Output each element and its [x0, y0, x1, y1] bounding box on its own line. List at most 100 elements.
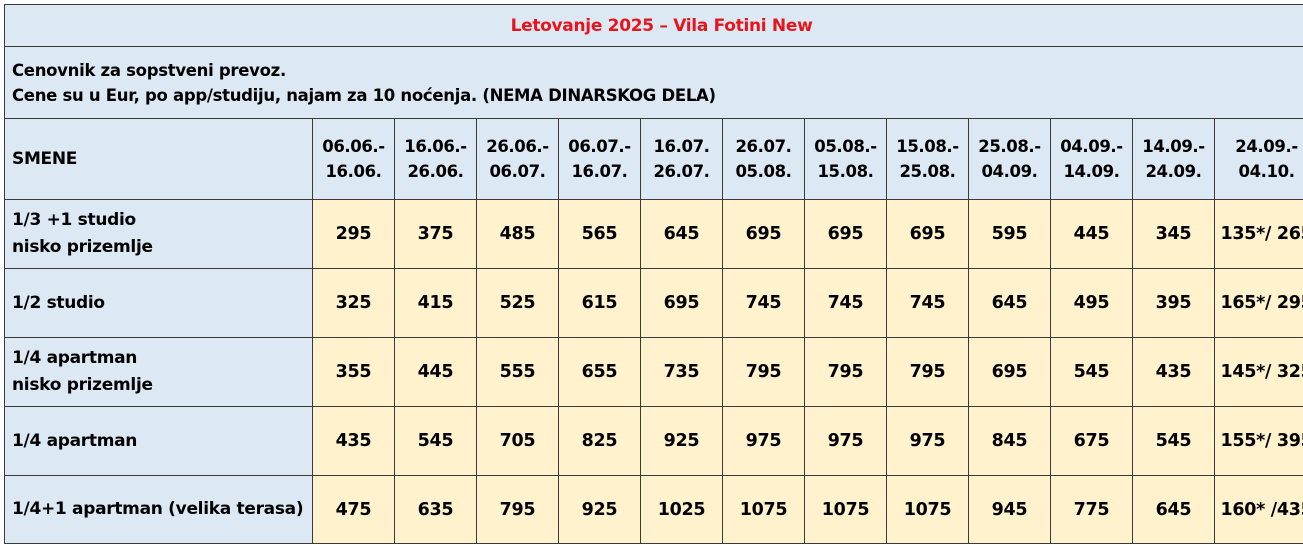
price-cell: 435	[1132, 337, 1215, 407]
period-header: 06.06.- 16.06.	[312, 118, 395, 200]
price-cell: 545	[394, 406, 477, 476]
period-header: 14.09.- 24.09.	[1132, 118, 1215, 200]
period-from: 25.08.-	[978, 137, 1041, 156]
price-cell: 485	[476, 199, 559, 269]
price-cell: 435	[312, 406, 395, 476]
unit-type-name: 1/2 studio	[12, 292, 105, 313]
unit-type-label: 1/2 studio	[4, 268, 313, 338]
price-cell: 525	[476, 268, 559, 338]
price-cell: 615	[558, 268, 641, 338]
price-cell: 845	[968, 406, 1051, 476]
price-cell: 745	[886, 268, 969, 338]
price-cell: 160* /435	[1213, 475, 1303, 544]
unit-type-note: nisko prizemlje	[12, 237, 153, 257]
price-cell: 495	[1050, 268, 1133, 338]
period-header: 25.08.- 04.09.	[968, 118, 1051, 200]
period-from: 06.07.-	[568, 137, 631, 156]
table-row: 1/4 apartman 435 545 705 825 925 975 975 975 845 6…	[4, 406, 1303, 476]
period-from: 05.08.-	[814, 137, 877, 156]
info-line-2: Cene su u Eur, po app/studiju, najam za …	[12, 86, 716, 105]
unit-type-name: 1/3 +1 studio	[12, 210, 136, 230]
price-cell: 415	[394, 268, 477, 338]
price-cell: 1025	[640, 475, 723, 544]
price-cell: 295	[312, 199, 395, 269]
table-row: 1/4 apartman nisko prizemlje 355 445 555 655 7…	[4, 337, 1303, 407]
period-to: 26.06.	[407, 162, 464, 181]
price-cell: 745	[804, 268, 887, 338]
unit-type-label: 1/4+1 apartman (velika terasa)	[4, 475, 313, 544]
price-cell: 775	[1050, 475, 1133, 544]
price-cell: 145*/ 325	[1213, 337, 1303, 407]
period-to: 16.06.	[325, 162, 382, 181]
period-to: 26.07.	[653, 162, 710, 181]
price-cell: 745	[722, 268, 805, 338]
period-to: 24.09.	[1145, 162, 1202, 181]
info-note: Cenovnik za sopstveni prevoz. Cene su u …	[3, 46, 1303, 119]
period-header: 05.08.- 15.08.	[804, 118, 887, 200]
price-cell: 645	[968, 268, 1051, 338]
period-from: 16.06.-	[404, 137, 467, 156]
price-cell: 975	[886, 406, 969, 476]
price-cell: 645	[640, 199, 723, 269]
price-cell: 735	[640, 337, 723, 407]
price-cell: 475	[312, 475, 395, 544]
price-cell: 1075	[722, 475, 805, 544]
period-to: 05.08.	[735, 162, 792, 181]
period-header: 16.07. 26.07.	[640, 118, 723, 200]
period-from: 04.09.-	[1060, 137, 1123, 156]
price-cell: 695	[804, 199, 887, 269]
price-cell: 695	[722, 199, 805, 269]
price-cell: 635	[394, 475, 477, 544]
unit-type-label: 1/3 +1 studio nisko prizemlje	[4, 199, 313, 269]
price-cell: 675	[1050, 406, 1133, 476]
price-cell: 695	[640, 268, 723, 338]
price-cell: 325	[312, 268, 395, 338]
price-cell: 925	[558, 475, 641, 544]
unit-type-label: 1/4 apartman nisko prizemlje	[4, 337, 313, 407]
table-row: 1/4+1 apartman (velika terasa) 475 635 795 9…	[4, 475, 1303, 544]
period-header: 15.08.- 25.08.	[886, 118, 969, 200]
price-cell: 655	[558, 337, 641, 407]
price-cell: 705	[476, 406, 559, 476]
price-cell: 565	[558, 199, 641, 269]
price-cell: 795	[804, 337, 887, 407]
period-from: 14.09.-	[1142, 137, 1205, 156]
info-line-1: Cenovnik za sopstveni prevoz.	[12, 61, 286, 80]
unit-type-name: 1/4 apartman	[12, 430, 138, 451]
price-cell: 165*/ 295	[1213, 268, 1303, 338]
price-cell: 155*/ 395	[1213, 406, 1303, 476]
header-label: SMENE	[4, 118, 313, 200]
price-cell: 545	[1050, 337, 1133, 407]
price-cell: 545	[1132, 406, 1215, 476]
period-to: 25.08.	[899, 162, 956, 181]
period-to: 06.07.	[489, 162, 546, 181]
period-header: 24.09.- 04.10.	[1213, 118, 1303, 200]
unit-type-label: 1/4 apartman	[4, 406, 313, 476]
period-from: 16.07.	[653, 137, 710, 156]
unit-type-name: 1/4 apartman	[12, 348, 138, 368]
price-cell: 795	[722, 337, 805, 407]
unit-type-name: 1/4+1 apartman (velika terasa)	[12, 499, 304, 519]
period-to: 14.09.	[1063, 162, 1120, 181]
period-header: 16.06.- 26.06.	[394, 118, 477, 200]
price-cell: 595	[968, 199, 1051, 269]
period-from: 26.06.-	[486, 137, 549, 156]
period-header: 26.07. 05.08.	[722, 118, 805, 200]
period-to: 04.09.	[981, 162, 1038, 181]
header-row: SMENE 06.06.- 16.06. 16.06.- 26.06. 26.06.- 0…	[4, 118, 1303, 200]
price-table: Letovanje 2025 – Vila Fotini New Cenovni…	[3, 4, 1303, 544]
price-cell: 695	[886, 199, 969, 269]
period-from: 15.08.-	[896, 137, 959, 156]
price-cell: 1075	[886, 475, 969, 544]
price-cell: 355	[312, 337, 395, 407]
price-cell: 795	[476, 475, 559, 544]
table-title: Letovanje 2025 – Vila Fotini New	[3, 4, 1303, 47]
table-row: 1/3 +1 studio nisko prizemlje 295 375 485 565…	[4, 199, 1303, 269]
price-list: Letovanje 2025 – Vila Fotini New Cenovni…	[3, 4, 1303, 544]
period-to: 04.10.	[1238, 162, 1295, 181]
period-header: 06.07.- 16.07.	[558, 118, 641, 200]
price-cell: 445	[1050, 199, 1133, 269]
period-to: 16.07.	[571, 162, 628, 181]
price-cell: 395	[1132, 268, 1215, 338]
price-cell: 135*/ 265	[1213, 199, 1303, 269]
